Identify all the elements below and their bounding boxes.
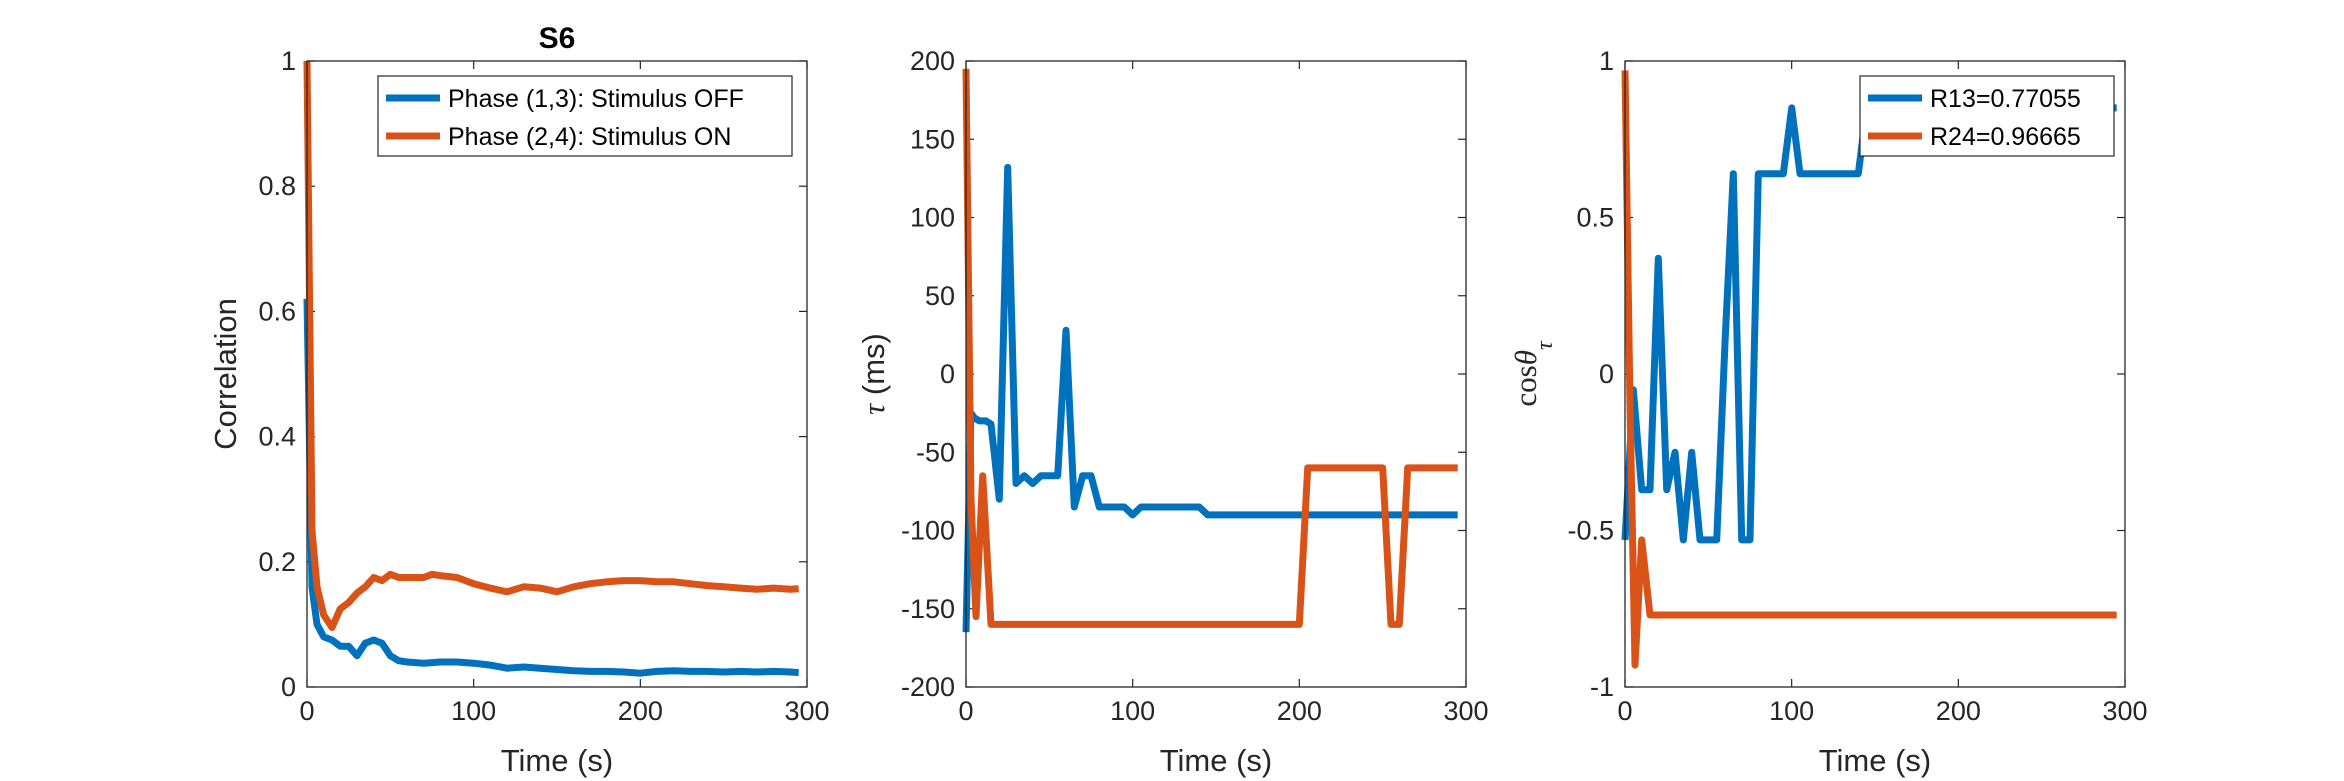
y-tick-label: 1 <box>281 46 296 76</box>
series-line-1 <box>303 298 799 677</box>
tau-subscript: τ <box>1532 340 1558 350</box>
y-tick-label: -0.5 <box>1567 516 1614 546</box>
y-tick-label: -1 <box>1590 672 1614 702</box>
legend-label-1: Phase (1,3): Stimulus OFF <box>448 85 744 113</box>
y-tick-label: 200 <box>910 46 955 76</box>
chart-1: 0 100 200 300 0 0.2 0.4 0.6 0.8 1 Time (s) Correlat… <box>208 22 830 778</box>
series-line-2 <box>1621 70 2117 669</box>
y-tick-label: 50 <box>925 281 955 311</box>
series-line-2 <box>303 60 799 631</box>
chart-2: 0 100 200 300-200-150-100-50050100150200Tim… <box>856 46 1489 778</box>
x-tick-label: 0 <box>1617 696 1632 726</box>
y-axis-label-units: (ms) <box>856 333 891 404</box>
y-tick-label: 1 <box>1599 46 1614 76</box>
y-tick-label: 0.5 <box>1576 203 1614 233</box>
series-line-2 <box>962 68 1458 628</box>
x-axis-label: Time (s) <box>501 743 614 778</box>
x-tick-label: 200 <box>618 696 663 726</box>
x-tick-label: 200 <box>1936 696 1981 726</box>
y-tick-label: 0.6 <box>258 296 296 326</box>
y-tick-label: 0.4 <box>258 422 296 452</box>
y-tick-label: 150 <box>910 124 955 154</box>
axes-box <box>1624 60 2126 688</box>
y-tick-label: 0.8 <box>258 171 296 201</box>
y-axis-label: Correlation <box>208 298 243 450</box>
x-tick-label: 300 <box>784 696 829 726</box>
y-tick-label: 0.2 <box>258 547 296 577</box>
legend-box <box>377 75 793 157</box>
y-axis-label-cos: cos <box>1508 365 1543 406</box>
y-axis-label: cosθτ <box>1508 340 1558 407</box>
plot-area <box>1625 61 2125 687</box>
plot-area <box>307 61 807 687</box>
axes-box <box>306 60 808 688</box>
axes-box <box>965 60 1467 688</box>
legend-label-1: R13=0.77055 <box>1930 85 2081 113</box>
y-tick-label: 0 <box>1599 359 1614 389</box>
y-tick-label: 0 <box>281 672 296 702</box>
x-tick-label: 300 <box>2102 696 2147 726</box>
x-tick-label: 300 <box>1443 696 1488 726</box>
series-line-1 <box>962 163 1458 633</box>
tau-symbol: τ <box>856 402 891 415</box>
y-axis-label: τ (ms) <box>856 333 891 415</box>
x-tick-label: 0 <box>299 696 314 726</box>
legend-label-2: R24=0.96665 <box>1930 123 2081 151</box>
x-tick-label: 0 <box>958 696 973 726</box>
plot-area <box>966 61 1466 687</box>
y-tick-label: -200 <box>901 672 955 702</box>
legend-box <box>1859 75 2115 157</box>
y-tick-label: -150 <box>901 594 955 624</box>
y-tick-label: 0 <box>940 359 955 389</box>
y-tick-label: -50 <box>916 437 955 467</box>
x-tick-label: 200 <box>1277 696 1322 726</box>
x-axis-label: Time (s) <box>1160 743 1273 778</box>
x-axis-label: Time (s) <box>1819 743 1932 778</box>
x-tick-label: 100 <box>1110 696 1155 726</box>
x-tick-label: 100 <box>1769 696 1814 726</box>
chart-title: S6 <box>539 22 576 55</box>
y-tick-label: 100 <box>910 203 955 233</box>
chart-3: 0 100 200 300 -1 -0.5 0 0.5 1 Time (s) cosθτ R13=0.… <box>1508 46 2148 778</box>
legend-label-2: Phase (2,4): Stimulus ON <box>448 123 731 151</box>
y-tick-label: -100 <box>901 516 955 546</box>
x-tick-label: 100 <box>451 696 496 726</box>
theta-symbol: θ <box>1508 350 1543 365</box>
